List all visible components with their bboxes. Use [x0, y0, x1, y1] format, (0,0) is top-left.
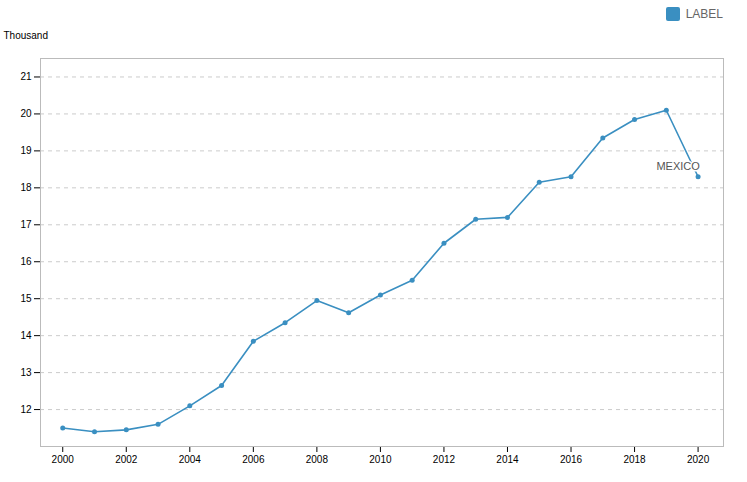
svg-text:2006: 2006	[242, 454, 265, 465]
svg-text:Thousand: Thousand	[4, 30, 48, 41]
svg-text:2010: 2010	[369, 454, 392, 465]
svg-text:2020: 2020	[687, 454, 710, 465]
svg-text:20: 20	[20, 108, 32, 119]
svg-text:MEXICO: MEXICO	[656, 160, 700, 172]
svg-text:12: 12	[20, 404, 32, 415]
svg-text:19: 19	[20, 145, 32, 156]
svg-text:2002: 2002	[115, 454, 138, 465]
svg-text:17: 17	[20, 219, 32, 230]
svg-text:2014: 2014	[496, 454, 519, 465]
svg-text:16: 16	[20, 256, 32, 267]
svg-text:2000: 2000	[52, 454, 75, 465]
svg-text:13: 13	[20, 367, 32, 378]
svg-text:2004: 2004	[179, 454, 202, 465]
svg-text:2018: 2018	[623, 454, 646, 465]
svg-text:14: 14	[20, 330, 32, 341]
svg-text:21: 21	[20, 71, 32, 82]
html-text:LABEL: LABEL	[685, 7, 723, 21]
svg-text:2012: 2012	[433, 454, 456, 465]
svg-text:18: 18	[20, 182, 32, 193]
svg-text:2016: 2016	[560, 454, 583, 465]
svg-text:15: 15	[20, 293, 32, 304]
svg-text:2008: 2008	[306, 454, 329, 465]
